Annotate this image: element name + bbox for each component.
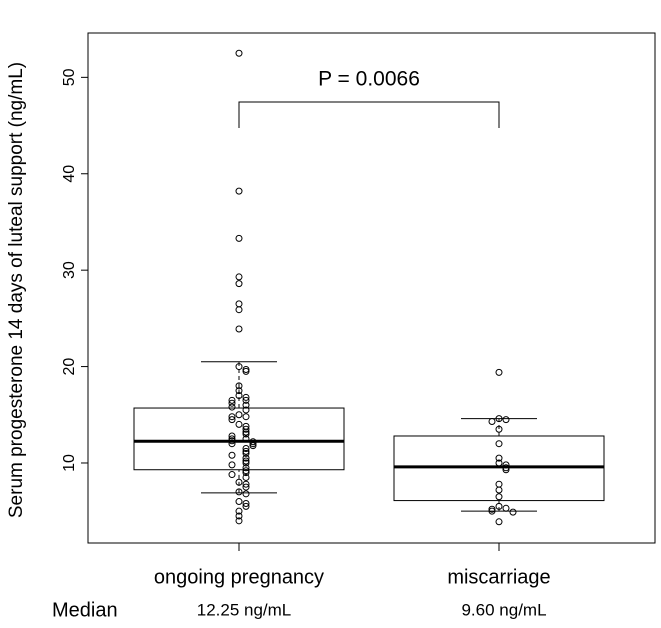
data-point (242, 464, 250, 472)
data-point (242, 449, 250, 457)
x-tick-label: miscarriage (447, 566, 550, 588)
data-point (242, 469, 250, 477)
data-point (488, 418, 496, 426)
data-point (242, 502, 250, 510)
data-point (242, 396, 250, 404)
data-point (502, 504, 510, 512)
data-point (509, 508, 517, 516)
data-point (495, 425, 503, 433)
x-tick-label: ongoing pregnancy (154, 566, 324, 588)
data-point (235, 187, 243, 195)
data-point (242, 367, 250, 375)
data-point (495, 493, 503, 501)
data-point (249, 440, 257, 448)
data-point (242, 459, 250, 467)
data-point (228, 437, 236, 445)
data-point (228, 471, 236, 479)
data-point (235, 478, 243, 486)
data-point (495, 459, 503, 467)
data-point (495, 415, 503, 423)
data-point (242, 490, 250, 498)
y-tick-label: 40 (61, 165, 78, 183)
data-point (495, 454, 503, 462)
data-point (242, 428, 250, 436)
data-point (242, 499, 250, 507)
data-point (235, 411, 243, 419)
data-point (242, 435, 250, 443)
median-label: 9.60 ng/mL (461, 600, 546, 619)
significance-bracket (238, 101, 500, 128)
y-tick-label: 50 (61, 68, 78, 86)
box (133, 407, 345, 471)
data-point (242, 457, 250, 465)
data-point (235, 498, 243, 506)
data-point (488, 507, 496, 515)
data-point (495, 502, 503, 510)
data-point (235, 325, 243, 333)
data-point (495, 518, 503, 526)
data-point (235, 382, 243, 390)
data-point (502, 464, 510, 472)
data-point (228, 399, 236, 407)
data-point (502, 466, 510, 474)
data-point (242, 365, 250, 373)
data-point (242, 483, 250, 491)
data-point (242, 401, 250, 409)
data-point (228, 451, 236, 459)
data-point (242, 406, 250, 414)
data-point (235, 306, 243, 314)
data-point (228, 432, 236, 440)
data-point (228, 416, 236, 424)
data-point (242, 430, 250, 438)
p-value: P = 0.0066 (318, 68, 420, 91)
median-label: 12.25 ng/mL (197, 600, 292, 619)
data-point (235, 488, 243, 496)
data-point (235, 507, 243, 515)
data-point (235, 363, 243, 371)
data-point (242, 425, 250, 433)
data-point (235, 420, 243, 428)
data-point (235, 512, 243, 520)
data-point (242, 480, 250, 488)
data-point (235, 300, 243, 308)
data-point (235, 49, 243, 57)
data-point (249, 442, 257, 450)
data-point (228, 396, 236, 404)
y-tick-label: 30 (61, 261, 78, 279)
data-point (242, 413, 250, 421)
data-point (228, 461, 236, 469)
data-point (502, 416, 510, 424)
data-point (242, 393, 250, 401)
data-point (502, 461, 510, 469)
data-point (228, 403, 236, 411)
y-tick-label: 10 (61, 454, 78, 472)
data-point (235, 387, 243, 395)
y-tick-label: 20 (61, 358, 78, 376)
data-point (235, 234, 243, 242)
data-point (242, 447, 250, 455)
data-point (495, 440, 503, 448)
y-axis-label: Serum progesterone 14 days of luteal sup… (6, 62, 27, 518)
data-point (228, 440, 236, 448)
data-point (235, 280, 243, 288)
data-point (235, 273, 243, 281)
data-point (235, 391, 243, 399)
plot-frame (87, 32, 656, 544)
data-point (242, 454, 250, 462)
data-point (228, 435, 236, 443)
data-point (242, 467, 250, 475)
data-point (249, 438, 257, 446)
data-point (495, 486, 503, 494)
data-point (488, 505, 496, 513)
median-title: Median (52, 599, 118, 621)
data-point (242, 445, 250, 453)
data-point (235, 517, 243, 525)
data-point (242, 473, 250, 481)
data-point (228, 413, 236, 421)
data-point (495, 368, 503, 376)
